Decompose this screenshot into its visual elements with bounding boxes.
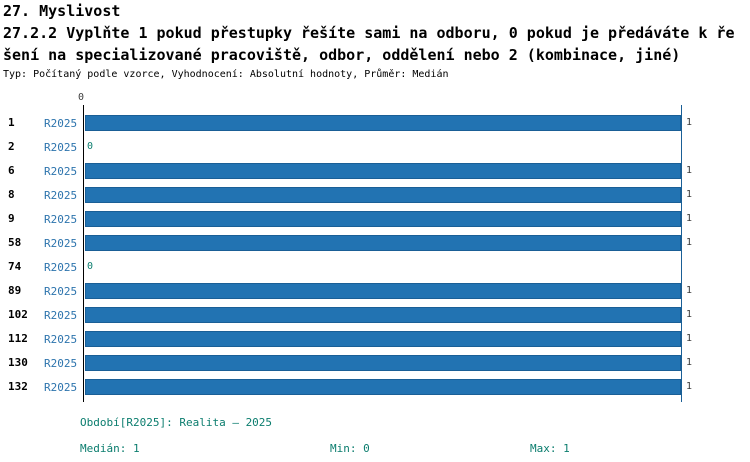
- row-id-label: 9: [8, 212, 15, 225]
- bar-track: [85, 331, 681, 347]
- row-series-label: R2025: [44, 117, 78, 130]
- max-stat-label: Max: 1: [530, 442, 570, 455]
- median-stat-label: Medián: 1: [80, 442, 140, 455]
- row-series-label: R2025: [44, 165, 78, 178]
- chart-row: 1 R2025 1: [0, 111, 750, 135]
- bar-value-label: 1: [686, 165, 693, 176]
- bar-value-label: 1: [686, 381, 693, 392]
- chart-row: 130 R2025 1: [0, 351, 750, 375]
- row-series-label: R2025: [44, 357, 78, 370]
- row-id-label: 8: [8, 188, 15, 201]
- page-title: 27. Myslivost: [3, 2, 121, 20]
- bar-track: [85, 115, 681, 131]
- chart-row: 89 R2025 1: [0, 279, 750, 303]
- row-series-label: R2025: [44, 141, 78, 154]
- chart-row: 2 R2025 0: [0, 135, 750, 159]
- bar-track: [85, 235, 681, 251]
- row-id-label: 2: [8, 140, 15, 153]
- row-id-label: 130: [8, 356, 28, 369]
- zero-value-label: 0: [87, 141, 94, 152]
- bar-track: [85, 379, 681, 395]
- bar: [85, 331, 681, 347]
- row-series-label: R2025: [44, 309, 78, 322]
- chart-row: 112 R2025 1: [0, 327, 750, 351]
- row-series-label: R2025: [44, 285, 78, 298]
- max-value-axis-line: [681, 105, 682, 402]
- row-id-label: 112: [8, 332, 28, 345]
- chart-row: 102 R2025 1: [0, 303, 750, 327]
- row-id-label: 6: [8, 164, 15, 177]
- y-axis-line: [83, 105, 84, 402]
- question-text-line2: šení na specializované pracoviště, odbor…: [3, 46, 681, 64]
- chart-row: 9 R2025 1: [0, 207, 750, 231]
- row-series-label: R2025: [44, 333, 78, 346]
- bar: [85, 235, 681, 251]
- bar-chart: 1 R2025 1 2 R2025 0 6 R2025 1 8 R2025 1 …: [0, 111, 750, 399]
- bar: [85, 115, 681, 131]
- question-text-line1: 27.2.2 Vyplňte 1 pokud přestupky řešíte …: [3, 24, 735, 42]
- bar-value-label: 1: [686, 237, 693, 248]
- chart-row: 132 R2025 1: [0, 375, 750, 399]
- bar: [85, 307, 681, 323]
- bar-track: [85, 283, 681, 299]
- bar: [85, 187, 681, 203]
- bar-track: [85, 211, 681, 227]
- row-series-label: R2025: [44, 381, 78, 394]
- bar-track: [85, 187, 681, 203]
- min-stat-label: Min: 0: [330, 442, 370, 455]
- period-label: Období[R2025]: Realita – 2025: [80, 416, 273, 429]
- bar-value-label: 1: [686, 309, 693, 320]
- row-series-label: R2025: [44, 261, 78, 274]
- row-id-label: 89: [8, 284, 22, 297]
- bar-track: [85, 163, 681, 179]
- row-id-label: 58: [8, 236, 22, 249]
- bar-value-label: 1: [686, 285, 693, 296]
- chart-row: 58 R2025 1: [0, 231, 750, 255]
- bar: [85, 355, 681, 371]
- bar-track: [85, 355, 681, 371]
- row-id-label: 132: [8, 380, 28, 393]
- bar-value-label: 1: [686, 213, 693, 224]
- bar: [85, 379, 681, 395]
- chart-row: 8 R2025 1: [0, 183, 750, 207]
- bar: [85, 283, 681, 299]
- row-series-label: R2025: [44, 237, 78, 250]
- row-id-label: 74: [8, 260, 22, 273]
- bar-value-label: 1: [686, 333, 693, 344]
- bar: [85, 163, 681, 179]
- chart-row: 6 R2025 1: [0, 159, 750, 183]
- bar-value-label: 1: [686, 357, 693, 368]
- row-series-label: R2025: [44, 189, 78, 202]
- zero-value-label: 0: [87, 261, 94, 272]
- chart-meta-line: Typ: Počítaný podle vzorce, Vyhodnocení:…: [3, 69, 449, 80]
- row-series-label: R2025: [44, 213, 78, 226]
- bar-value-label: 1: [686, 189, 693, 200]
- chart-row: 74 R2025 0: [0, 255, 750, 279]
- row-id-label: 1: [8, 116, 15, 129]
- bar-track: [85, 307, 681, 323]
- bar-value-label: 1: [686, 117, 693, 128]
- bar: [85, 211, 681, 227]
- x-axis-zero-tick-label: 0: [77, 92, 85, 103]
- row-id-label: 102: [8, 308, 28, 321]
